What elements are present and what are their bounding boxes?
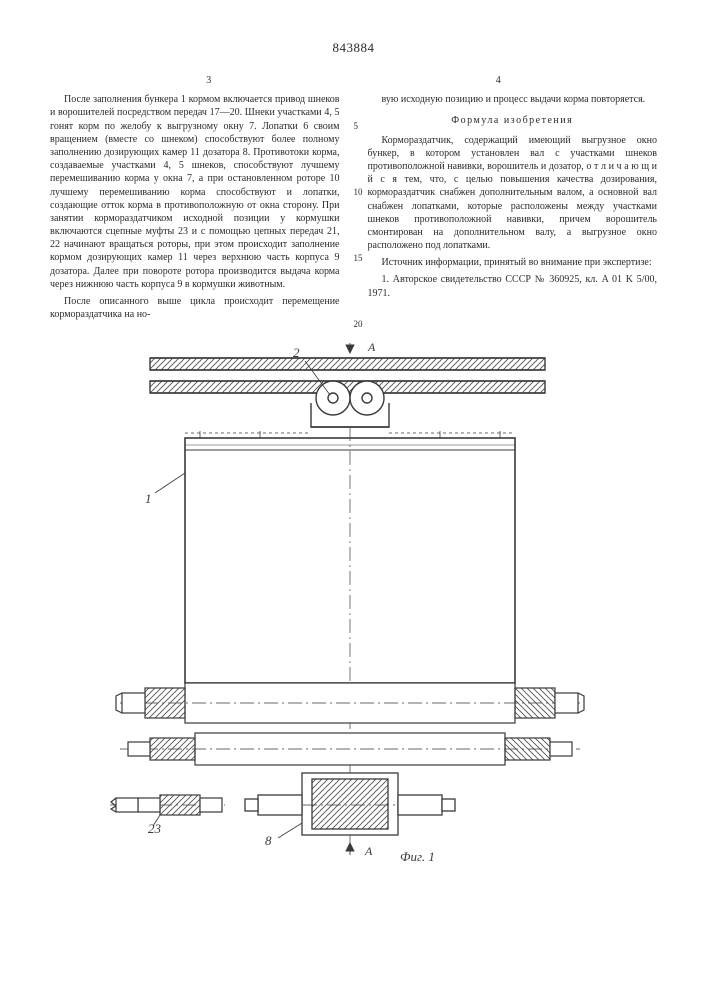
figure-1: A 1 2: [50, 343, 657, 863]
section-label-a-top: A: [367, 343, 376, 354]
left-column: 3 После заполнения бункера 1 кормом вклю…: [50, 74, 340, 325]
text-columns: 5 10 15 20 25 3 После заполнения бункера…: [50, 74, 657, 325]
part-label-2: 2: [293, 345, 300, 360]
right-column: 4 вую исходную позицию и процесс выдачи …: [368, 74, 658, 325]
part-label-1: 1: [145, 491, 152, 506]
body-paragraph: вую исходную позицию и процесс выдачи ко…: [368, 93, 658, 106]
lower-shaft-row-1: [116, 683, 584, 723]
section-label-a-bottom: A: [364, 844, 373, 858]
section-marker-bottom: A: [346, 843, 373, 858]
figure-svg: A 1 2: [50, 343, 657, 863]
coupling-23: 23: [110, 795, 225, 836]
part-label-8: 8: [265, 833, 272, 848]
label-8: 8: [265, 823, 302, 848]
dispenser-unit: [245, 773, 455, 835]
col-page-num-left: 3: [78, 74, 340, 87]
claim-paragraph: Кормораздатчик, содержащий имеющий выгру…: [368, 134, 658, 253]
patent-number: 843884: [50, 40, 657, 56]
source-item: 1. Авторское свидетельство СССР № 360925…: [368, 273, 658, 299]
col-page-num-right: 4: [368, 74, 630, 87]
figure-caption: Фиг. 1: [400, 849, 435, 863]
formula-heading: Формула изобретения: [368, 114, 658, 127]
section-markers: A: [346, 343, 376, 354]
line-num: 20: [354, 320, 363, 329]
line-num: 5: [354, 122, 359, 131]
rail-beam: [150, 358, 545, 393]
line-num: 10: [354, 188, 363, 197]
source-heading: Источник информации, принятый во внимани…: [368, 256, 658, 269]
label-1: 1: [145, 473, 185, 506]
lower-shaft-row-2: [120, 733, 580, 765]
body-paragraph: После заполнения бункера 1 кормом включа…: [50, 93, 340, 291]
body-paragraph: После описанного выше цикла происходит п…: [50, 295, 340, 321]
line-num: 15: [354, 254, 363, 263]
